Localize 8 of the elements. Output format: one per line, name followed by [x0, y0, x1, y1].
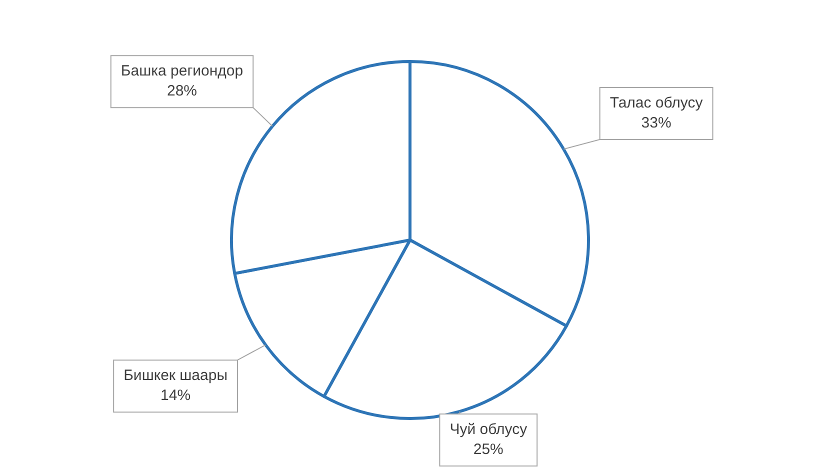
- slice-label: Бишкек шаары: [124, 367, 228, 384]
- data-label: 28%: [166, 82, 198, 100]
- data-label: 14%: [160, 387, 191, 404]
- slice-label: Чуй облусу: [450, 421, 528, 438]
- data-label: 25%: [473, 441, 504, 458]
- slice-label: Башка региондор: [120, 62, 244, 80]
- data-label: 33%: [641, 114, 672, 132]
- slice-label: Талас облусу: [610, 94, 704, 112]
